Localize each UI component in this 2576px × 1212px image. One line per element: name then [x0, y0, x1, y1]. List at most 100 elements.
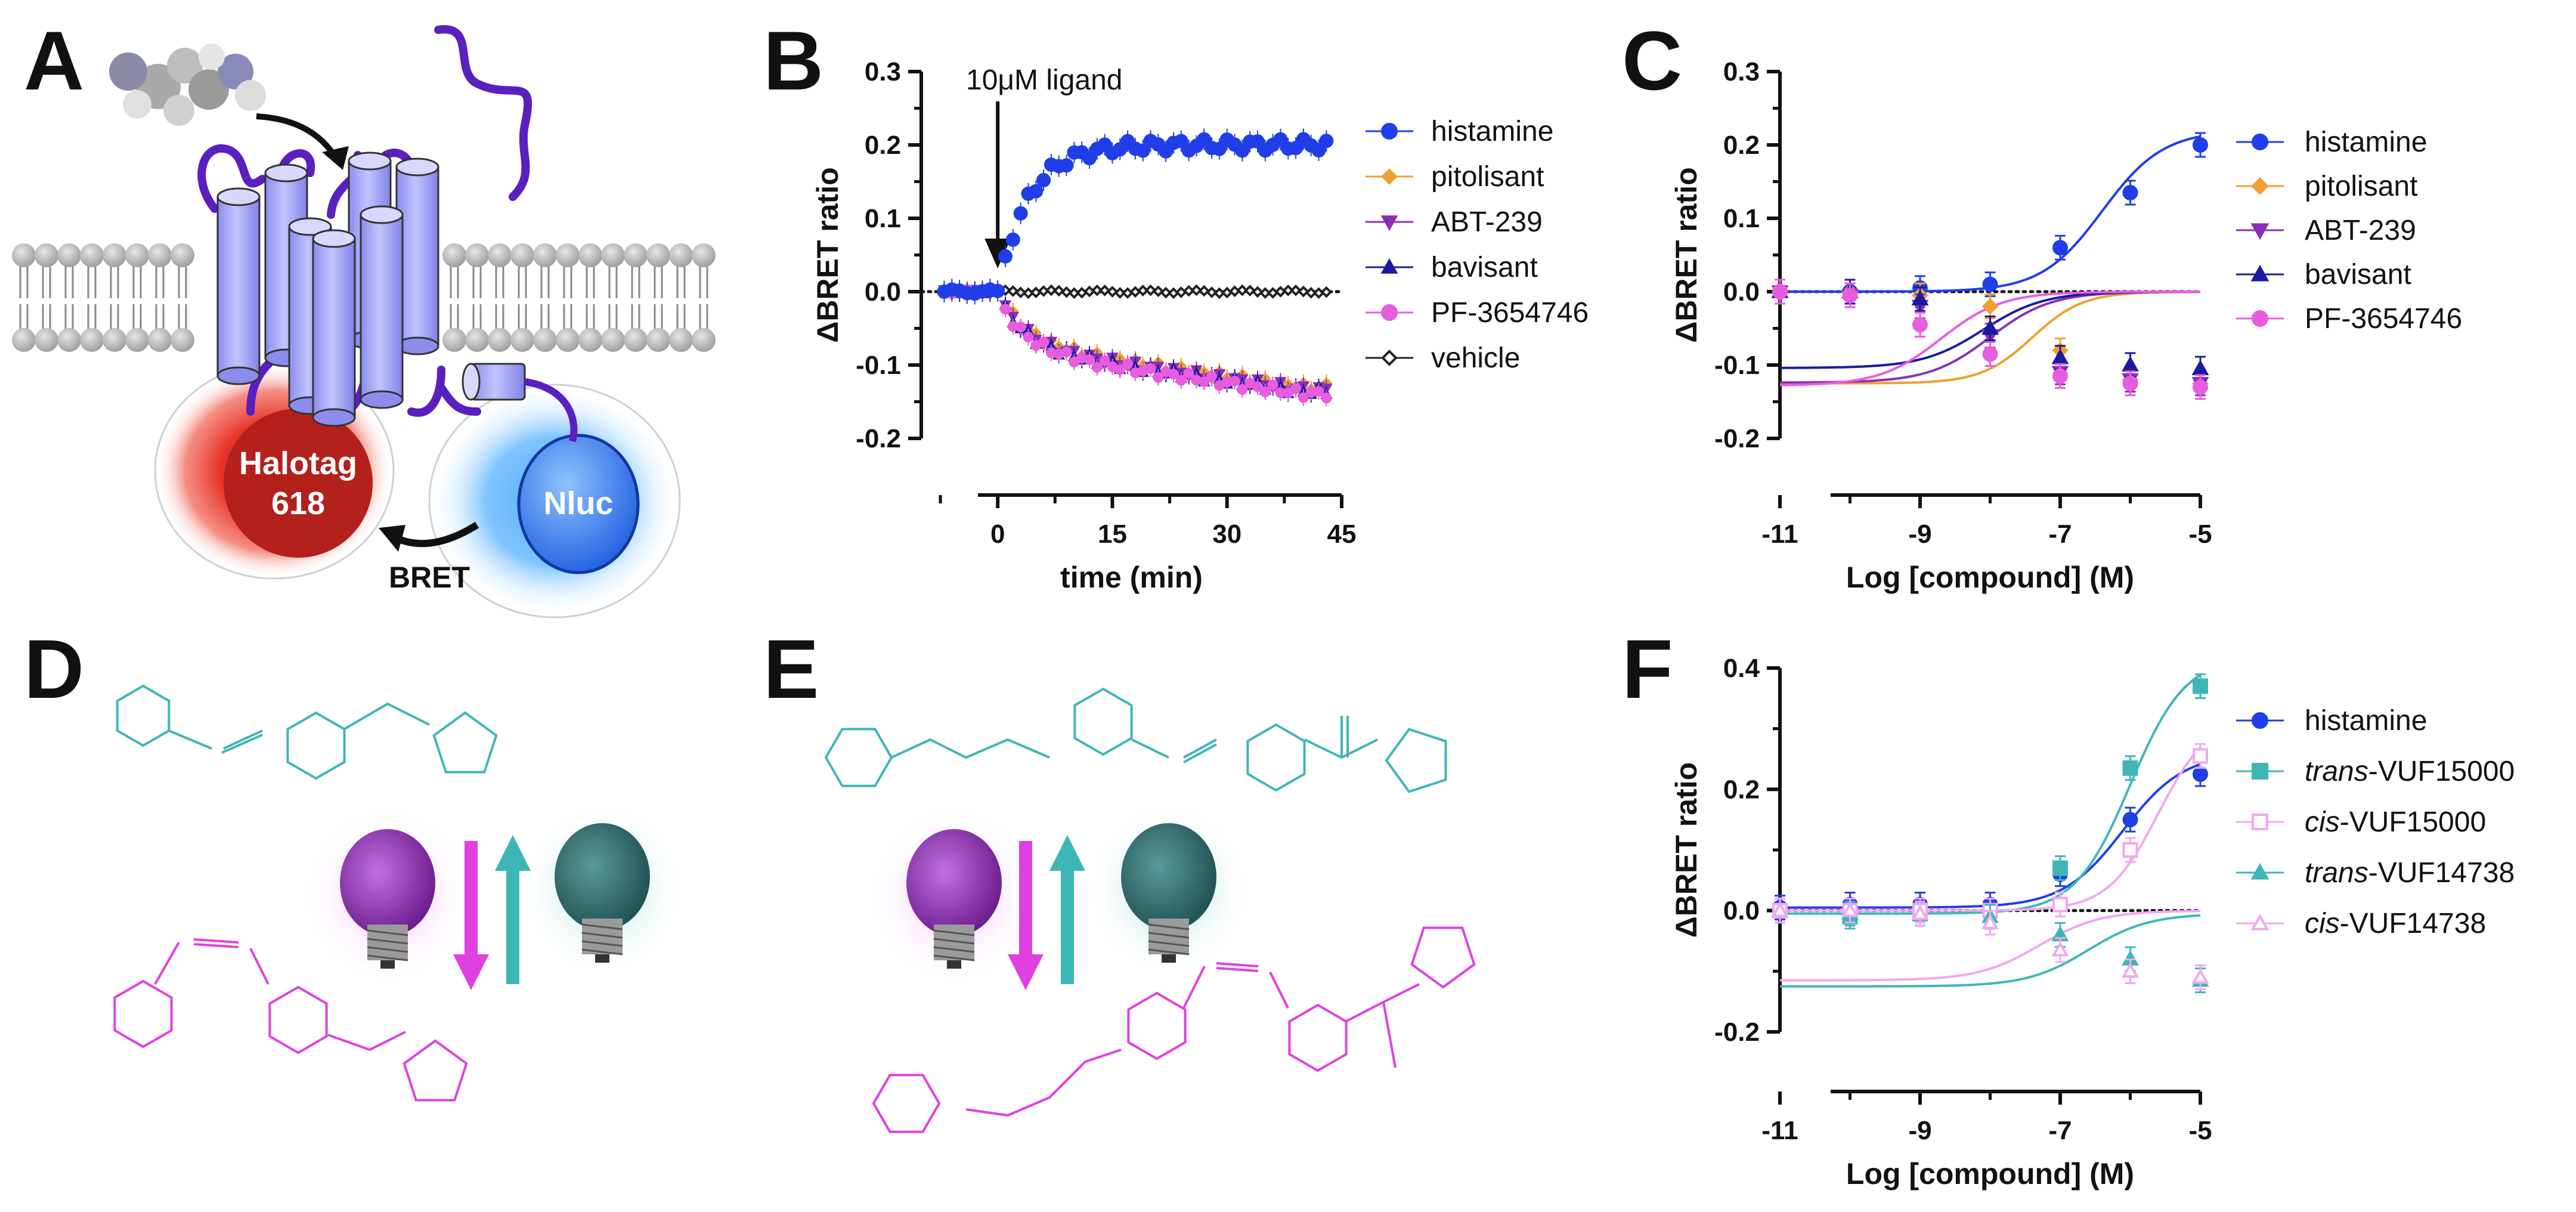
- bond: [1216, 967, 1259, 972]
- fit-curve: [1780, 763, 2201, 909]
- data-point: [1030, 286, 1042, 299]
- helix-top: [312, 229, 356, 248]
- y-tick-label: 0.1: [865, 204, 901, 233]
- data-point: [1097, 137, 1112, 152]
- data-point: [1144, 284, 1157, 296]
- series-histamine: [1772, 132, 2208, 305]
- legend-marker: [1381, 123, 1398, 140]
- data-point: [1289, 141, 1304, 156]
- data-point: [1221, 286, 1233, 299]
- data-point: [1772, 284, 1788, 299]
- fit-curve: [1780, 910, 2201, 982]
- visible-lamp-thread: [581, 923, 623, 930]
- data-point: [1068, 287, 1080, 299]
- benzene-ring: [286, 711, 346, 780]
- data-point: [1005, 232, 1020, 247]
- piperidine-ring: [824, 728, 893, 787]
- y-tick-label: 0.0: [1723, 896, 1760, 926]
- data-point: [2052, 368, 2068, 384]
- visible-lamp-tip: [595, 954, 609, 963]
- y-tick-label: 0.3: [1723, 57, 1760, 86]
- lipid-head: [533, 243, 557, 267]
- benzene-ring: [113, 979, 173, 1049]
- bond: [1269, 972, 1289, 1009]
- legend-marker: [1381, 304, 1398, 321]
- uv-lamp-bulb: [340, 829, 435, 936]
- lipid-head: [669, 328, 693, 352]
- visible-lamp-bulb: [555, 823, 650, 930]
- data-point: [1305, 287, 1317, 299]
- x-axis-title: Log [compound] (M): [1846, 1157, 2134, 1191]
- y-tick-label: 0.0: [1723, 277, 1760, 307]
- helix-top: [360, 205, 404, 224]
- visible-lamp-bulb: [1121, 823, 1216, 930]
- data-point: [1290, 284, 1302, 296]
- data-point: [1082, 151, 1097, 166]
- y-axis-title: ΔBRET ratio: [1670, 167, 1703, 342]
- data-point: [2122, 842, 2138, 858]
- uv-lamp-thread: [367, 929, 408, 936]
- data-point: [1206, 371, 1218, 382]
- bond: [1131, 738, 1169, 759]
- lipid-head: [80, 328, 104, 352]
- azo-pitolisant-structures: [824, 687, 1476, 1133]
- helix-body: [360, 214, 404, 401]
- pyrrolidine-ring: [1385, 728, 1447, 793]
- chart-f: -0.2 0.0 0.2 0.4 -11 -9 -7 -5 Log [compound] (M)…: [1670, 654, 2515, 1191]
- data-point: [1015, 321, 1026, 333]
- legend-label: histamine: [2305, 126, 2427, 158]
- legend-label: cis-VUF15000: [2305, 806, 2486, 838]
- fit-curve: [1780, 914, 2201, 988]
- benzene-ring: [1127, 991, 1187, 1060]
- data-point: [1229, 375, 1240, 387]
- benzene-ring: [116, 684, 171, 747]
- data-point: [1321, 392, 1332, 404]
- visible-lamp-thread: [1148, 932, 1190, 939]
- lipid-head: [510, 243, 534, 267]
- benzene-ring: [1073, 687, 1133, 756]
- halotag-label-line1: Halotag: [239, 446, 357, 481]
- series-trans-vuf15000: [1772, 673, 2208, 930]
- legend-marker: [2252, 712, 2268, 729]
- legend-marker: [1381, 350, 1398, 366]
- helix-bottom: [360, 390, 404, 409]
- y-tick-label: 0.3: [865, 57, 901, 86]
- x-axis-title: Log [compound] (M): [1846, 561, 2134, 594]
- panel-a: A Halotag 618 Nluc BRET: [12, 14, 716, 619]
- data-point: [1313, 386, 1324, 397]
- data-point: [1091, 284, 1103, 296]
- nluc-glow-outline: [428, 384, 681, 619]
- lipid-head: [624, 243, 648, 267]
- lipid-head: [103, 243, 126, 267]
- legend-label: cis-VUF14738: [2305, 908, 2486, 939]
- uv-lamp-thread: [933, 954, 975, 961]
- visible-lamp-thread: [1148, 948, 1190, 956]
- data-point: [1319, 134, 1334, 149]
- lipid-bilayer: [12, 243, 716, 352]
- data-point: [1174, 134, 1188, 149]
- data-point: [1282, 285, 1295, 296]
- uv-lamp-bulb: [906, 829, 1002, 936]
- data-point: [1290, 383, 1302, 394]
- data-point: [1168, 369, 1179, 380]
- lipid-head: [556, 328, 580, 352]
- lipid-head: [646, 328, 670, 352]
- data-point: [1175, 375, 1187, 386]
- bond: [1216, 962, 1259, 967]
- benzene-ring: [1246, 723, 1306, 792]
- data-point: [1771, 901, 1789, 917]
- lipid-head: [148, 328, 172, 352]
- lipid-head: [488, 328, 512, 352]
- x-tick-label: -5: [2188, 520, 2212, 549]
- panel-letter-c: C: [1622, 14, 1682, 107]
- data-point: [1982, 346, 1998, 362]
- imidazole-ring: [432, 711, 498, 774]
- isomerization-arrowhead-up: [495, 835, 531, 871]
- legend: histamine pitolisant ABT-239 bavisant PF-365…: [2236, 126, 2462, 335]
- data-point: [1311, 143, 1326, 157]
- chart-c: -0.2 -0.1 0.0 0.1 0.2 0.3 -11 -9 -7 -5 Log [compou…: [1670, 57, 2462, 594]
- lipid-head: [601, 328, 625, 352]
- data-point: [1283, 387, 1294, 398]
- uv-lamp-tip: [380, 960, 395, 969]
